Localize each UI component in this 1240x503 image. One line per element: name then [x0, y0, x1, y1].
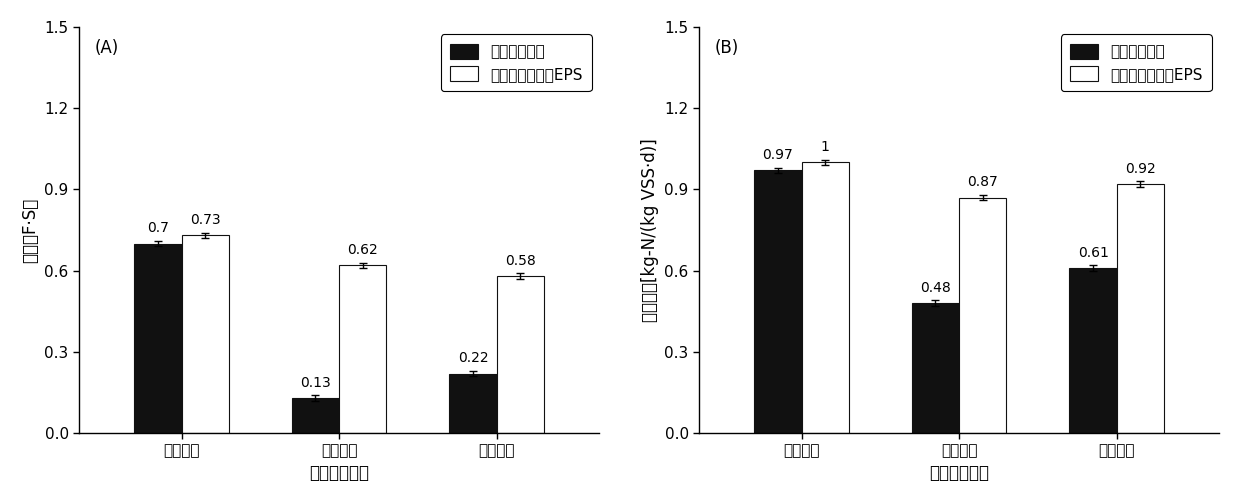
Text: 0.58: 0.58 — [505, 254, 536, 268]
Text: 0.61: 0.61 — [1078, 246, 1109, 260]
Bar — [959, 198, 1007, 433]
Bar — [1069, 268, 1117, 433]
Text: 0.22: 0.22 — [458, 352, 489, 366]
Legend: 未添加抑制剂, 添加强化反础化EPS: 未添加抑制剂, 添加强化反础化EPS — [441, 35, 591, 91]
X-axis label: 不同运行阶段: 不同运行阶段 — [929, 464, 990, 482]
Y-axis label: 强度（F·S）: 强度（F·S） — [21, 197, 38, 263]
Bar — [291, 398, 339, 433]
Bar — [911, 303, 959, 433]
Legend: 未添加抑制剂, 添加强化反础化EPS: 未添加抑制剂, 添加强化反础化EPS — [1061, 35, 1211, 91]
Y-axis label: 颗粒活性[kg-N/(kg VSS·d)]: 颗粒活性[kg-N/(kg VSS·d)] — [641, 138, 658, 322]
Text: 0.48: 0.48 — [920, 281, 951, 295]
Text: 1: 1 — [821, 140, 830, 154]
Bar — [339, 265, 387, 433]
Text: 0.92: 0.92 — [1125, 162, 1156, 176]
Text: 0.13: 0.13 — [300, 376, 331, 390]
Text: 0.62: 0.62 — [347, 243, 378, 257]
Bar — [449, 374, 497, 433]
Text: 0.7: 0.7 — [146, 221, 169, 235]
Bar — [181, 235, 229, 433]
Bar — [497, 276, 544, 433]
Bar — [801, 162, 849, 433]
Text: 0.97: 0.97 — [763, 148, 794, 162]
Bar — [1117, 184, 1164, 433]
Text: (A): (A) — [94, 39, 119, 57]
Bar — [754, 171, 801, 433]
Text: 0.73: 0.73 — [190, 213, 221, 227]
Bar — [134, 243, 181, 433]
Text: 0.87: 0.87 — [967, 176, 998, 189]
X-axis label: 不同运行阶段: 不同运行阶段 — [309, 464, 370, 482]
Text: (B): (B) — [714, 39, 739, 57]
